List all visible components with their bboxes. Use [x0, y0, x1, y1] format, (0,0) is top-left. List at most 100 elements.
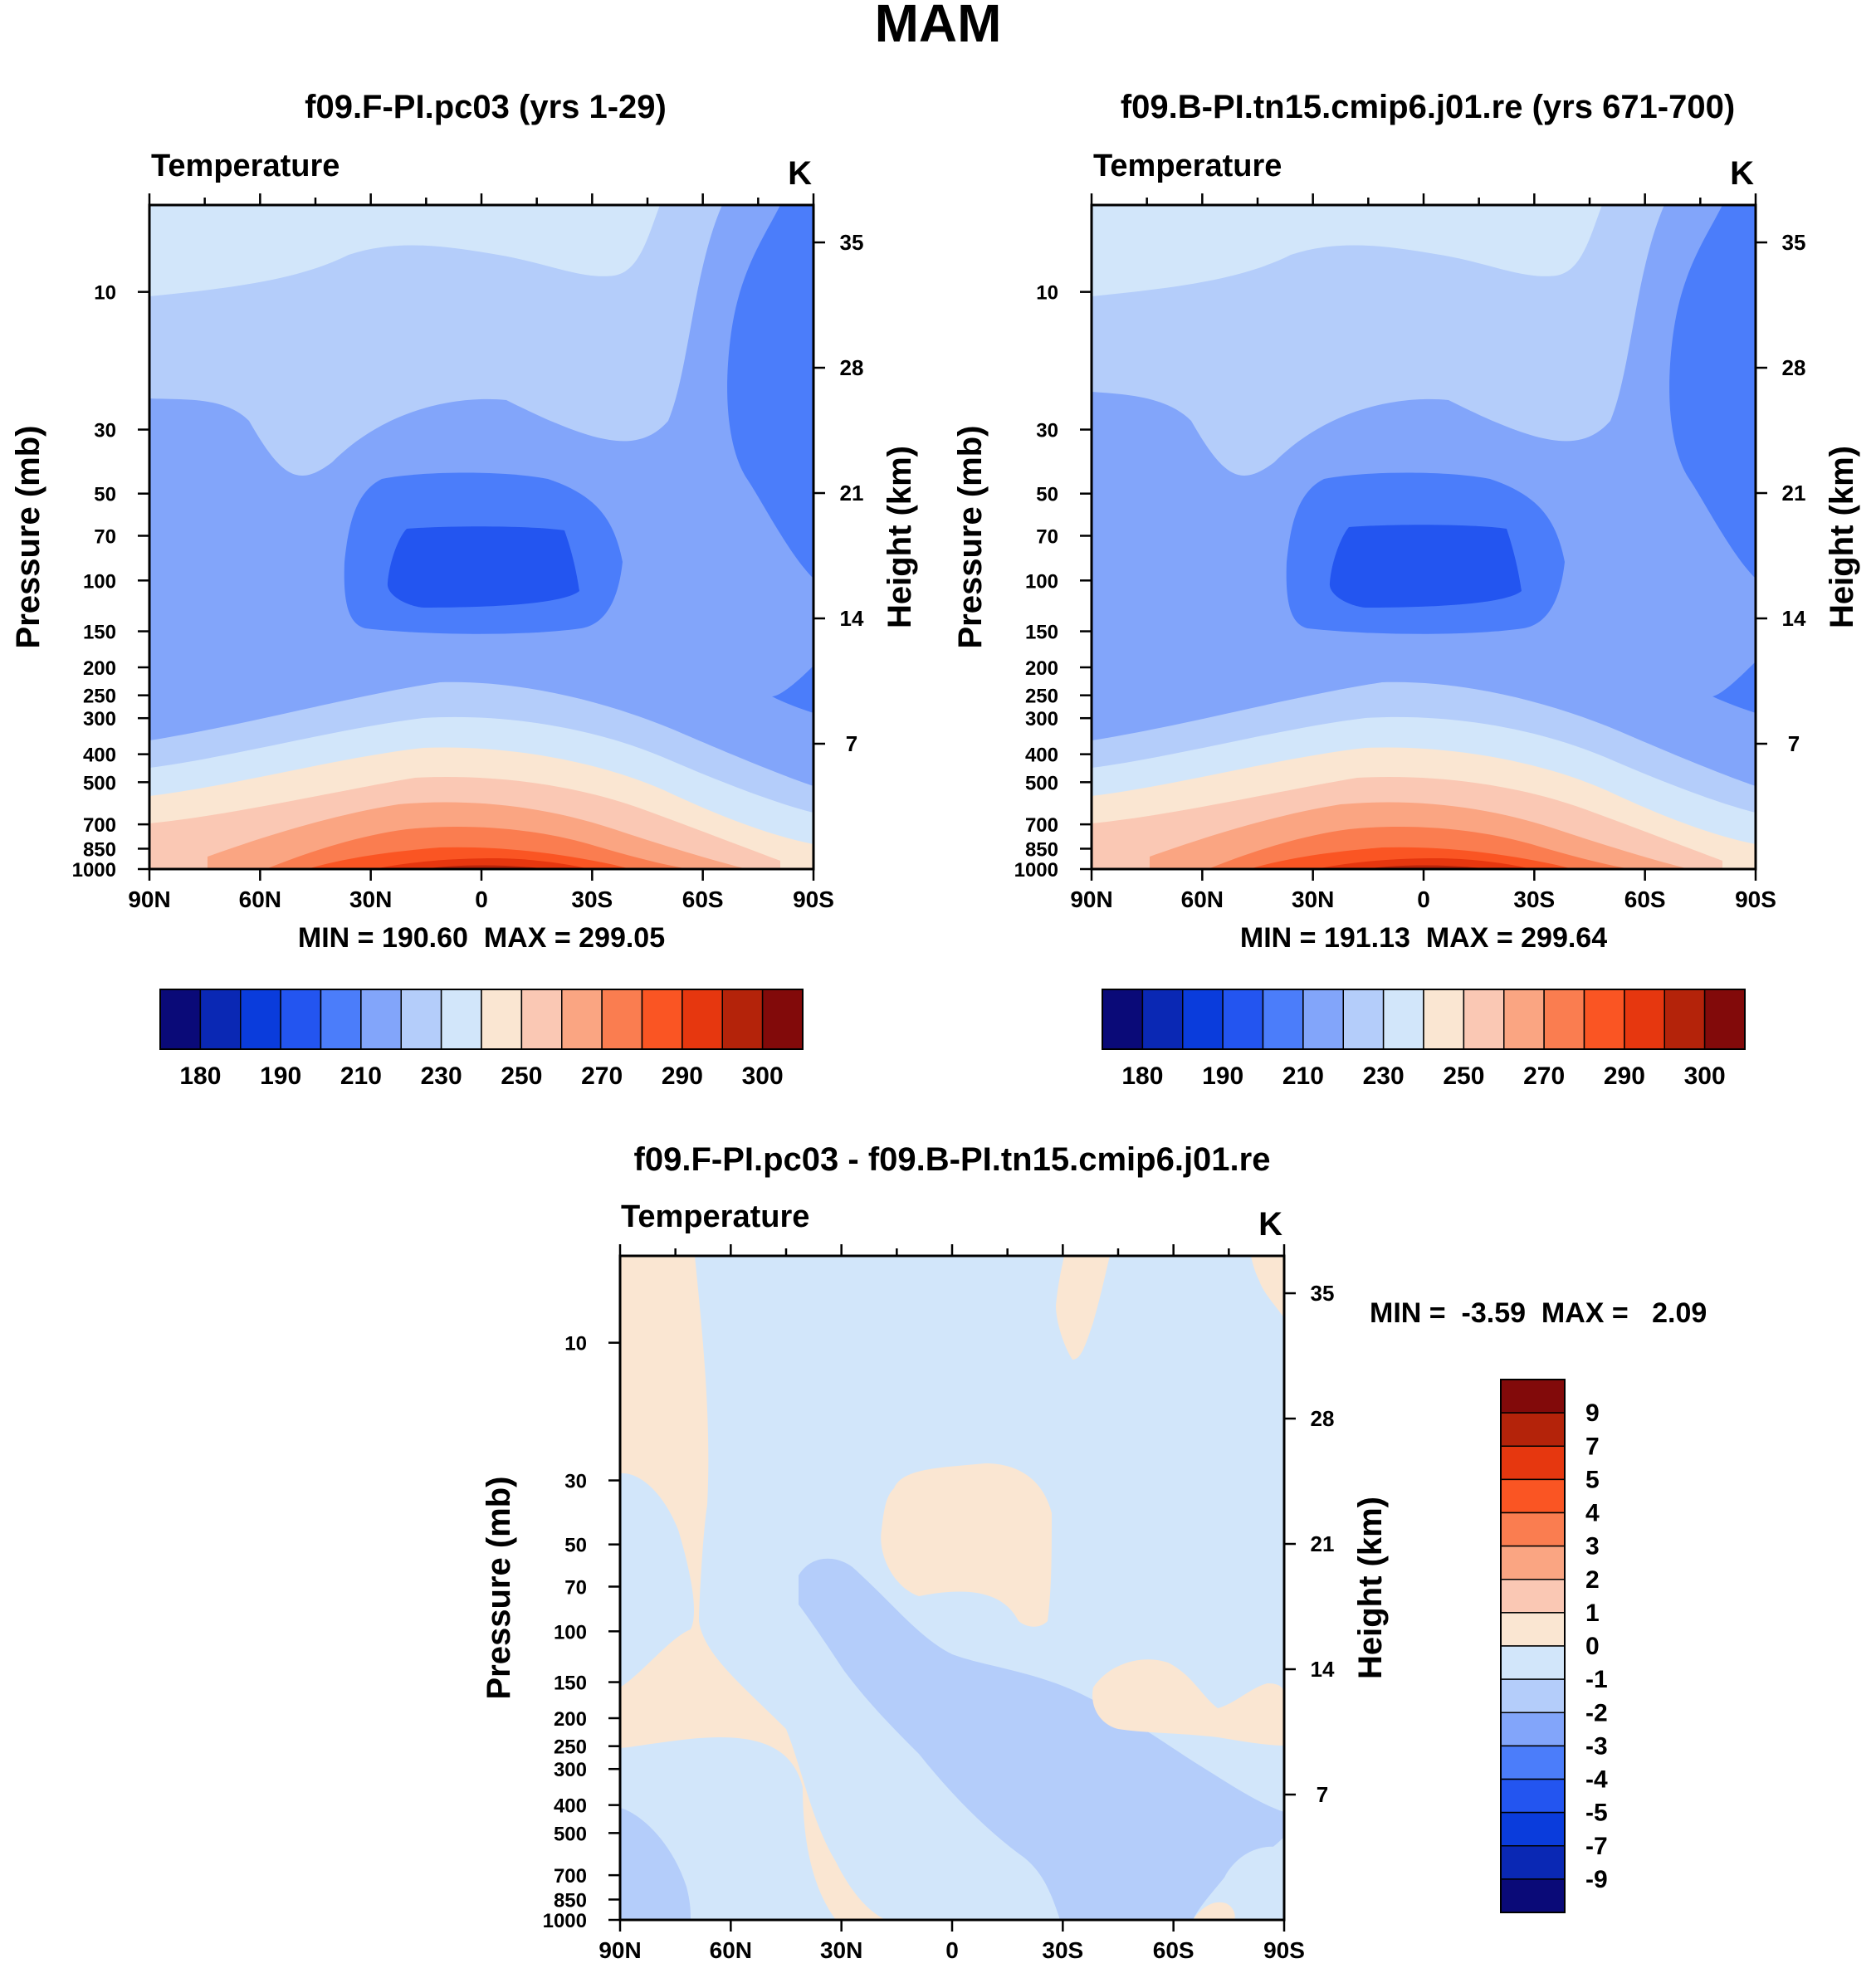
panel-3-positive-left-strip — [620, 1256, 886, 1920]
panel-1-colorbar-swatch — [159, 989, 202, 1050]
panel-1-x-tick-label: 90S — [793, 886, 834, 912]
panel-3-y2-tick-label: 14 — [1311, 1657, 1335, 1682]
panel-3-colorbar-label: 1 — [1585, 1599, 1600, 1627]
panel-3-y2-tick-label: 21 — [1311, 1531, 1335, 1556]
panel-1-colorbar-swatch — [240, 989, 281, 1050]
panel-2-ylabel: Pressure (mb) — [952, 426, 989, 649]
panel-1-y-tick-label: 850 — [83, 838, 116, 861]
panel-2-region-polar-night — [1669, 205, 1756, 579]
panel-3-y-tick-label: 30 — [564, 1471, 587, 1493]
panel-3-y2-tick-label: 35 — [1311, 1281, 1335, 1306]
panel-3-y-tick-label: 10 — [564, 1333, 587, 1355]
panel-3-colorbar-swatch — [1500, 1412, 1566, 1447]
panel-3-colorbar-label: 5 — [1585, 1466, 1600, 1493]
panel-2-y2-tick-label: 28 — [1782, 355, 1806, 380]
panel-2-y-tick-label: 1000 — [1014, 859, 1058, 882]
panel-3-subtitle-right: K — [1258, 1206, 1282, 1243]
panel-3-colorbar-swatch — [1500, 1612, 1566, 1647]
panel-3-ylabel-right: Height (km) — [1352, 1497, 1389, 1679]
panel-3-colorbar-swatch — [1500, 1712, 1566, 1747]
panel-2-colorbar-swatch — [1262, 989, 1304, 1050]
panel-3-colorbar-label: -5 — [1585, 1800, 1608, 1827]
panel-2-colorbar-swatch — [1382, 989, 1424, 1050]
panel-2-subtitle-right: K — [1730, 155, 1754, 192]
panel-1-colorbar-label: 290 — [662, 1062, 703, 1090]
panel-1-y-tick-label: 50 — [94, 484, 116, 506]
panel-1-colorbar-label: 250 — [501, 1062, 542, 1090]
panel-2-colorbar-swatch — [1141, 989, 1184, 1050]
panel-2-colorbar-swatch — [1583, 989, 1625, 1050]
panel-2-x-tick-label: 60N — [1181, 886, 1224, 912]
panel-3-colorbar-swatch — [1500, 1478, 1566, 1514]
panel-2-colorbar-swatch — [1624, 989, 1665, 1050]
panel-1-colorbar-label: 190 — [260, 1062, 301, 1090]
panel-2-y-tick-label: 100 — [1025, 570, 1058, 593]
panel-1-y-tick-label: 200 — [83, 657, 116, 680]
panel-2-y2-tick-label: 21 — [1782, 481, 1806, 505]
panel-2-colorbar-swatch — [1423, 989, 1465, 1050]
panel-3-colorbar-swatch — [1500, 1778, 1566, 1814]
panel-2-region-top-cold — [1092, 205, 1602, 296]
panel-1-colorbar-swatch — [601, 989, 643, 1050]
panel-3-low-right-warm — [1193, 1902, 1235, 1920]
panel-1-ylabel-right: Height (km) — [882, 446, 918, 628]
panel-3-colorbar-swatch — [1500, 1811, 1566, 1847]
panel-1-colorbar-label: 230 — [421, 1062, 462, 1090]
panel-2-colorbar-label: 190 — [1202, 1062, 1243, 1090]
panel-2-y-tick-label: 200 — [1025, 657, 1058, 680]
panel-1-y-tick-label: 30 — [94, 420, 116, 442]
panel-1-x-tick-label: 0 — [475, 886, 488, 912]
panel-3-y2-tick-label: 28 — [1311, 1406, 1335, 1431]
panel-1-y-tick-label: 10 — [94, 282, 116, 305]
panel-2-y-tick-label: 700 — [1025, 814, 1058, 837]
panel-2-y-tick-label: 400 — [1025, 745, 1058, 767]
panel-3-colorbar-label: -9 — [1585, 1866, 1608, 1893]
panel-2-y-tick-label: 70 — [1036, 525, 1058, 548]
panel-3-subtitle-left: Temperature — [621, 1199, 809, 1234]
panel-2-x-tick-label: 90S — [1735, 886, 1776, 912]
panel-2-y2-tick-label: 35 — [1782, 230, 1806, 255]
panel-3-positive-top-blob — [1056, 1256, 1110, 1360]
panel-3: f09.F-PI.pc03 - f09.B-PI.tn15.cmip6.j01.… — [620, 1141, 1707, 1920]
panel-1-colorbar-swatch — [320, 989, 362, 1050]
panel-1-x-tick-label: 90N — [128, 886, 170, 912]
panel-1-y2-tick-label: 28 — [840, 355, 864, 380]
panel-3-colorbar-label: -4 — [1585, 1766, 1608, 1794]
panel-2-y-tick-label: 50 — [1036, 484, 1058, 506]
panel-3-colorbar-swatch — [1500, 1512, 1566, 1547]
panel-1-y-tick-label: 250 — [83, 686, 116, 708]
panel-3-title: f09.F-PI.pc03 - f09.B-PI.tn15.cmip6.j01.… — [634, 1141, 1271, 1178]
panel-3-y-tick-label: 850 — [554, 1889, 587, 1912]
panel-1-colorbar-swatch — [481, 989, 523, 1050]
panel-3-y-tick-label: 200 — [554, 1708, 587, 1731]
panel-1-plot-area — [149, 205, 813, 869]
panel-1-colorbar-swatch — [761, 989, 804, 1050]
panel-1-y2-tick-label: 7 — [846, 731, 857, 756]
panel-1-colorbar-label: 210 — [340, 1062, 382, 1090]
panel-2-colorbar-swatch — [1463, 989, 1505, 1050]
panel-1-colorbar-swatch — [561, 989, 603, 1050]
panel-1-y-tick-label: 400 — [83, 745, 116, 767]
panel-2-x-tick-label: 0 — [1417, 886, 1430, 912]
panel-3-colorbar-swatch — [1500, 1745, 1566, 1780]
panel-1-y-tick-label: 100 — [83, 570, 116, 593]
panel-2-y-tick-label: 250 — [1025, 686, 1058, 708]
panel-2-ylabel-right: Height (km) — [1824, 446, 1860, 628]
panel-3-y-tick-label: 700 — [554, 1865, 587, 1888]
panel-2-y-tick-label: 300 — [1025, 708, 1058, 730]
panel-2-y-tick-label: 30 — [1036, 420, 1058, 442]
panel-1-colorbar-frame — [159, 989, 804, 1050]
panel-2-y-tick-label: 500 — [1025, 772, 1058, 794]
panel-2-subtitle-left: Temperature — [1093, 149, 1282, 183]
panel-1-colorbar-swatch — [400, 989, 442, 1050]
panel-2-colorbar-swatch — [1302, 989, 1344, 1050]
panel-1-y2-tick-label: 14 — [840, 606, 864, 631]
panel-3-colorbar-label: 7 — [1585, 1433, 1600, 1460]
panel-2-colorbar-frame — [1102, 989, 1746, 1050]
panel-2-title: f09.B-PI.tn15.cmip6.j01.re (yrs 671-700) — [1121, 89, 1735, 125]
panel-1-colorbar-swatch — [360, 989, 402, 1050]
panel-3-x-tick-label: 30S — [1042, 1937, 1083, 1963]
panel-2-region-tropopause-core — [1329, 525, 1522, 608]
panel-2-x-tick-label: 30S — [1513, 886, 1555, 912]
